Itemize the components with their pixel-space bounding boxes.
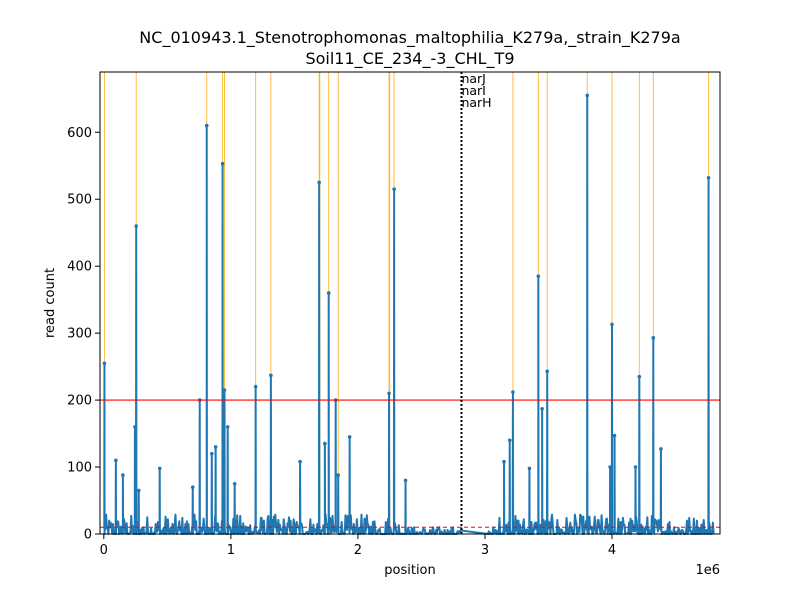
x-axis-label: position — [384, 563, 436, 578]
peak-point-21 — [326, 291, 331, 295]
peak-point-9 — [204, 123, 209, 128]
peak-point-39 — [633, 465, 638, 469]
peak-point-1 — [114, 458, 118, 463]
peak-point-35 — [585, 93, 590, 98]
x-tick-label-2: 2 — [354, 543, 362, 558]
highlight-lines — [103, 72, 710, 534]
data-series — [102, 93, 715, 535]
peak-point-28 — [502, 459, 506, 464]
peak-point-41 — [651, 336, 656, 340]
x-tick-label-1: 1 — [227, 543, 235, 558]
y-axis-ticks: 0 100 200 300 400 500 600 — [67, 126, 100, 543]
x-tick-label-0: 0 — [100, 543, 108, 558]
peak-point-20 — [323, 441, 327, 446]
peak-point-10 — [210, 451, 214, 456]
peak-point-2 — [121, 473, 125, 477]
peak-point-5 — [136, 488, 141, 493]
peak-point-38 — [612, 433, 617, 438]
y-tick-label-3: 300 — [67, 327, 92, 342]
peak-point-18 — [298, 459, 302, 464]
peak-point-27 — [403, 478, 408, 483]
peak-point-30 — [511, 390, 515, 394]
peak-point-4 — [134, 224, 139, 228]
peak-point-11 — [213, 445, 218, 449]
x-tick-label-3: 3 — [481, 543, 489, 558]
y-tick-label-0: 0 — [84, 528, 92, 543]
peak-point-40 — [637, 374, 642, 379]
peak-point-31 — [527, 466, 532, 471]
peak-point-33 — [540, 406, 544, 411]
peak-point-36 — [608, 465, 612, 469]
peak-point-12 — [220, 161, 225, 166]
y-tick-label-6: 600 — [67, 126, 92, 141]
peak-point-42 — [659, 447, 663, 451]
peak-point-7 — [190, 485, 195, 489]
peak-point-13 — [222, 388, 227, 392]
y-tick-label-5: 500 — [67, 193, 92, 208]
y-tick-label-2: 200 — [67, 394, 92, 409]
peak-point-17 — [269, 373, 273, 378]
gene-label-2: narH — [461, 95, 491, 110]
peak-point-34 — [545, 369, 550, 374]
peak-point-19 — [317, 180, 321, 185]
y-tick-label-1: 100 — [67, 461, 92, 476]
peak-point-3 — [133, 425, 137, 429]
peak-point-23 — [336, 473, 341, 477]
peak-point-32 — [536, 274, 541, 279]
peak-point-37 — [610, 322, 614, 327]
y-axis-label: read count — [43, 268, 58, 338]
peak-point-0 — [102, 361, 107, 366]
chart-title-line-2: Soil11_CE_234_-3_CHL_T9 — [305, 49, 514, 69]
peak-point-14 — [225, 425, 230, 429]
y-tick-label-4: 400 — [67, 260, 92, 275]
gene-label-0: narJ — [461, 71, 485, 86]
plot-frame — [99, 71, 721, 535]
x-axis-ticks: 0 1 2 3 4 — [100, 534, 616, 558]
peak-point-24 — [347, 435, 352, 439]
peak-point-6 — [157, 466, 162, 471]
peak-point-43 — [706, 175, 711, 180]
peak-point-29 — [507, 438, 512, 443]
x-tick-label-4: 4 — [608, 543, 616, 558]
chart-title-line-1: NC_010943.1_Stenotrophomonas_maltophilia… — [139, 28, 680, 48]
x-axis-offset-label: 1e6 — [695, 563, 720, 578]
peak-point-26 — [392, 187, 396, 191]
gene-label-1: narI — [461, 83, 485, 98]
peak-point-25 — [387, 391, 391, 396]
peak-point-15 — [232, 481, 237, 486]
peak-point-16 — [253, 384, 258, 389]
series-line — [103, 94, 715, 535]
